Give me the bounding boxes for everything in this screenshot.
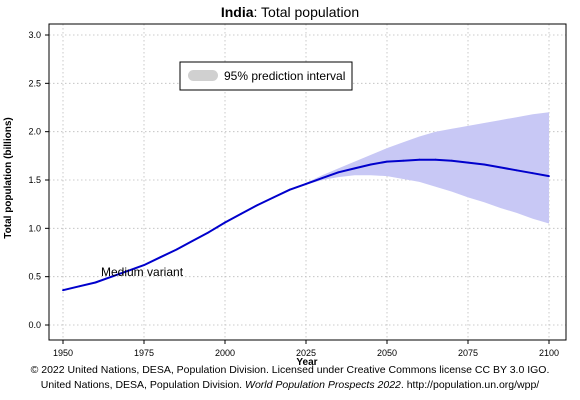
data-point [175,248,178,251]
data-point [467,161,469,164]
data-point [369,163,372,166]
data-point [353,167,356,170]
y-axis-label: Total population (billions) [3,117,14,238]
x-tick-label: 2100 [539,348,559,358]
y-tick-label: 2.5 [28,78,41,88]
data-point [548,175,550,178]
y-tick-label: 2.0 [28,127,41,137]
data-point [450,159,453,162]
y-tick-label: 3.0 [28,30,41,40]
data-point [402,159,405,162]
data-point [94,281,97,284]
x-tick-label: 1950 [53,348,73,358]
legend: 95% prediction interval [179,61,353,91]
data-point [337,171,340,174]
prediction-interval-layer [296,112,549,224]
y-tick-label: 0.0 [28,320,41,330]
y-tick-label: 0.5 [28,272,41,282]
series-layer [62,158,550,292]
prediction-interval-band [296,112,549,224]
source-title: World Population Prospects 2022 [245,379,401,391]
x-tick-label: 2025 [296,348,316,358]
data-point [434,158,437,161]
data-point [531,172,534,175]
x-axis-label: Year [296,357,317,368]
data-point [110,275,113,278]
data-point [288,188,291,191]
x-tick-label: 1975 [134,348,154,358]
data-point [515,169,518,172]
data-point [386,160,388,163]
chart-title: India: Total population [221,4,359,20]
legend-label: 95% prediction interval [224,69,345,83]
data-point [126,270,129,272]
data-point [62,289,64,292]
y-tick-label: 1.5 [28,175,41,185]
data-point [321,177,324,180]
data-point [159,256,162,259]
legend-swatch [188,70,218,81]
x-tick-label: 2000 [215,348,235,358]
data-point [305,183,307,185]
data-point [240,212,243,215]
data-point [207,231,210,234]
y-axis-ticks: 0.0 0.5 1.0 1.5 2.0 2.5 3.0 [28,30,49,330]
copyright-line: © 2022 United Nations, DESA, Population … [30,364,550,376]
y-tick-label: 1.0 [28,223,41,233]
data-point [499,166,502,169]
data-point [143,264,145,266]
data-point [483,163,486,166]
data-point [191,240,194,242]
source-line: United Nations, DESA, Population Divisio… [0,379,580,391]
data-point [224,221,226,224]
medium-variant-annotation: Medium variant [101,265,184,279]
source-suffix: . http://population.un.org/wpp/ [400,379,540,391]
data-point [256,204,259,207]
x-axis-ticks: 1950 1975 2000 2025 2050 2075 2100 [53,340,559,358]
x-tick-label: 2075 [458,348,478,358]
data-point [418,158,421,161]
plot-area-frame [48,23,567,341]
source-prefix: United Nations, DESA, Population Divisio… [40,379,246,391]
x-tick-label: 2050 [377,348,397,358]
data-point [78,285,81,288]
data-point [272,196,275,199]
